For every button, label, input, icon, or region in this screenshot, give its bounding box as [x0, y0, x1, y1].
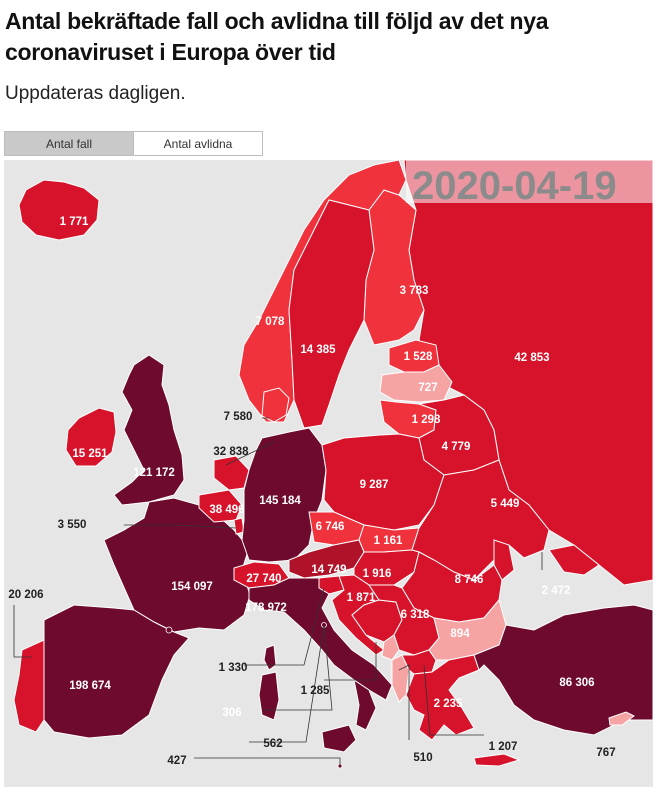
- label-estonia: 1 528: [404, 351, 433, 363]
- leader-lines: [13, 417, 543, 766]
- label-croatia: 1 871: [347, 592, 376, 604]
- label-cyprus: 767: [596, 747, 615, 759]
- metric-tabs: Antal fall Antal avlidna: [4, 131, 263, 156]
- label-belarus: 4 779: [442, 441, 471, 453]
- country-latvia[interactable]: [379, 364, 453, 403]
- map-date: 2020-04-19: [412, 164, 617, 208]
- date-box: [406, 160, 653, 203]
- chart-title: Antal bekräftade fall och avlidna till f…: [5, 8, 549, 65]
- country-montenegro[interactable]: [381, 634, 400, 661]
- country-macedonia[interactable]: [401, 649, 437, 675]
- europe-map: 2020-04-19 1 771 7 078 14 385 3 783 42 8…: [4, 160, 653, 787]
- label-czechia: 6 746: [316, 521, 345, 533]
- label-poland: 9 287: [360, 479, 389, 491]
- country-iceland[interactable]: [18, 179, 100, 241]
- tab-antal-fall[interactable]: Antal fall: [5, 132, 133, 155]
- label-albania: 510: [413, 752, 432, 764]
- country-labels: 1 771 7 078 14 385 3 783 42 853 1 528 72…: [8, 216, 615, 767]
- country-ireland[interactable]: [65, 407, 117, 467]
- country-sweden[interactable]: [288, 199, 375, 429]
- country-italy-calabria[interactable]: [353, 678, 377, 731]
- label-germany: 145 184: [259, 495, 301, 507]
- label-turkey: 86 306: [559, 677, 594, 689]
- tab-antal-avlidna[interactable]: Antal avlidna: [133, 132, 262, 155]
- label-france: 154 097: [171, 581, 213, 593]
- country-italy-sicily[interactable]: [321, 724, 357, 753]
- country-ukraine-crimea[interactable]: [548, 544, 600, 576]
- label-macedonia: 1 207: [489, 741, 518, 753]
- label-greece: 2 235: [434, 698, 463, 710]
- country-moldova[interactable]: [493, 539, 515, 581]
- label-sweden: 14 385: [300, 344, 336, 356]
- label-andorra: 306: [222, 707, 241, 719]
- label-hungary: 1 916: [363, 568, 392, 580]
- label-uk: 121 172: [133, 467, 175, 479]
- label-ukraine: 5 449: [491, 498, 520, 510]
- label-serbia: 6 318: [401, 609, 430, 621]
- label-portugal: 20 206: [8, 589, 43, 601]
- country-andorra[interactable]: [165, 626, 173, 634]
- label-finland: 3 783: [400, 285, 429, 297]
- label-belgium: 38 496: [209, 504, 244, 516]
- label-lithuania: 1 298: [412, 414, 441, 426]
- label-moldova: 2 472: [542, 585, 571, 597]
- country-italy[interactable]: [248, 577, 393, 701]
- country-uk[interactable]: [113, 354, 185, 506]
- label-ireland: 15 251: [72, 448, 108, 460]
- label-bosnia: 1 285: [301, 685, 330, 697]
- label-norway: 7 078: [256, 316, 285, 328]
- country-italy-sardinia[interactable]: [258, 671, 280, 721]
- label-iceland: 1 771: [60, 216, 89, 228]
- label-denmark: 7 580: [224, 411, 253, 423]
- country-turkey[interactable]: [473, 604, 653, 736]
- country-hungary[interactable]: [353, 549, 420, 586]
- country-portugal[interactable]: [13, 639, 45, 733]
- label-switzerland: 27 740: [246, 573, 281, 585]
- country-denmark[interactable]: [261, 387, 290, 423]
- country-greece[interactable]: [405, 654, 480, 741]
- label-netherlands: 32 838: [213, 446, 249, 458]
- label-luxembourg: 3 550: [58, 519, 87, 531]
- label-latvia: 727: [418, 382, 437, 394]
- label-sanmarino: 562: [263, 738, 282, 750]
- label-slovenia: 1 330: [219, 662, 248, 674]
- label-spain: 198 674: [69, 680, 111, 692]
- label-italy: 178 972: [245, 602, 287, 614]
- country-france-corsica[interactable]: [263, 644, 277, 671]
- label-russia: 42 853: [514, 352, 549, 364]
- country-greece-crete[interactable]: [473, 753, 521, 767]
- label-romania: 8 746: [455, 574, 484, 586]
- label-austria: 14 749: [311, 564, 346, 576]
- country-cyprus[interactable]: [608, 711, 635, 726]
- label-bulgaria: 894: [450, 628, 470, 640]
- country-serbia[interactable]: [368, 584, 440, 656]
- label-malta: 427: [167, 755, 186, 767]
- label-slovakia: 1 161: [374, 535, 403, 547]
- chart-subtitle: Uppdateras dagligen.: [5, 83, 186, 104]
